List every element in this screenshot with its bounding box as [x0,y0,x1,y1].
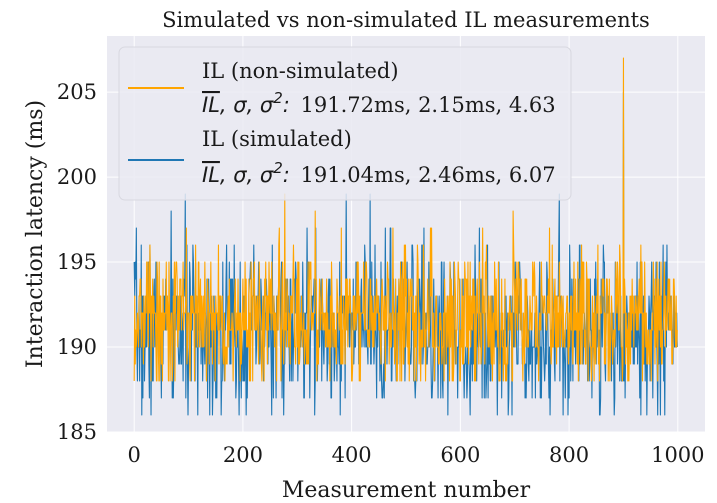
y-tick-label: 200 [57,165,97,189]
chart-title: Simulated vs non-simulated IL measuremen… [162,8,650,32]
legend-label-non-simulated: IL (non-simulated) [202,59,399,83]
series-layer [133,57,678,416]
colon: : [283,93,290,117]
y-tick-label: 190 [57,335,97,359]
legend-stats-non-simulated: IL, σ, σ2: 191.72ms, 2.15ms, 4.63 [202,89,556,117]
tick-labels: 0 200 400 600 800 1000 185 190 195 200 205 [57,80,705,467]
squared-superscript: 2 [273,89,283,107]
x-tick-label: 200 [223,443,263,467]
squared-superscript: 2 [273,159,283,177]
x-tick-label: 0 [127,443,140,467]
x-axis-label: Measurement number [282,478,531,503]
legend-label-simulated: IL (simulated) [202,127,352,151]
y-axis-label: Interaction latency (ms) [23,100,48,368]
x-tick-label: 800 [549,443,589,467]
legend-stats-values-non-simulated: 191.72ms, 2.15ms, 4.63 [301,93,556,117]
legend-stats-simulated: IL, σ, σ2: 191.04ms, 2.46ms, 6.07 [202,159,556,187]
legend: IL (non-simulated) IL, σ, σ2: 191.72ms, … [118,46,572,201]
il-bar-symbol: IL [202,163,220,187]
y-tick-label: 195 [57,250,97,274]
x-tick-label: 1000 [651,443,704,467]
x-tick-label: 400 [332,443,372,467]
legend-stats-prefix-simulated: IL, σ, σ2: [202,159,297,187]
legend-stats-prefix-non-simulated: IL, σ, σ2: [202,89,297,117]
legend-stats-values-simulated: 191.04ms, 2.46ms, 6.07 [301,163,556,187]
series-line-non-simulated [133,57,678,382]
legend-box [118,46,572,201]
x-tick-label: 600 [440,443,480,467]
colon: : [283,163,290,187]
il-bar-symbol: IL [202,93,220,117]
y-tick-label: 185 [57,420,97,444]
y-tick-label: 205 [57,80,97,104]
